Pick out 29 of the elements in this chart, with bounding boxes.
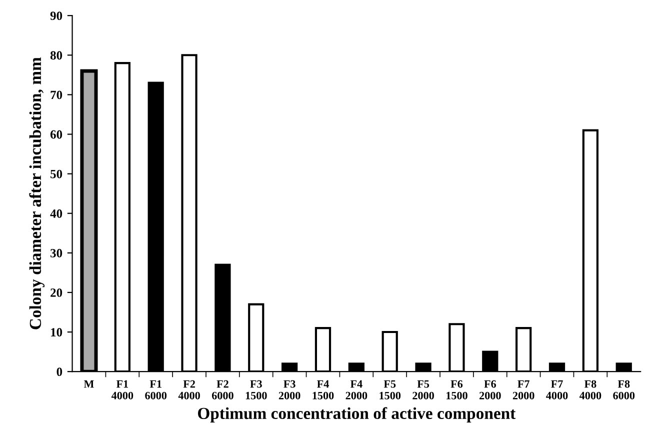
x-tick-label: F4 2000 [346,380,368,400]
y-axis-title: Colony diameter after incubation, mm [29,57,44,330]
y-tick-label: 40 [50,209,62,218]
x-tick-label: M [84,380,94,388]
y-tick-label: 80 [50,51,62,60]
x-tick-label: F7 2000 [512,380,534,400]
x-tick-label: F5 2000 [412,380,434,400]
x-tick-label: F2 6000 [212,380,234,400]
x-tick-label: F1 6000 [145,380,167,400]
x-tick-label: F2 4000 [178,380,200,400]
y-tick-label: 20 [50,288,62,297]
y-tick-label: 70 [50,90,62,100]
y-tick-label: 0 [56,368,62,376]
y-tick-label: 60 [50,130,62,139]
x-tick-label: F8 4000 [579,380,602,400]
x-tick-label: F6 2000 [479,380,501,400]
x-tick-label: F3 1500 [246,380,267,400]
x-axis-title: Optimum concentration of active component [198,407,516,422]
x-tick-label: F7 4000 [546,380,568,400]
x-tick-label: F5 1500 [380,380,401,400]
x-tick-label: F3 2000 [278,380,300,400]
y-tick-label: 90 [50,12,62,20]
x-tick-label: F6 1500 [446,380,468,400]
x-tick-label: F4 1500 [312,380,334,400]
x-tick-label: F1 4000 [111,380,134,400]
x-tick-label: F8 6000 [613,380,635,400]
y-tick-label: 10 [51,328,62,336]
y-tick-label: 30 [50,248,62,258]
y-tick-label: 50 [50,170,62,178]
